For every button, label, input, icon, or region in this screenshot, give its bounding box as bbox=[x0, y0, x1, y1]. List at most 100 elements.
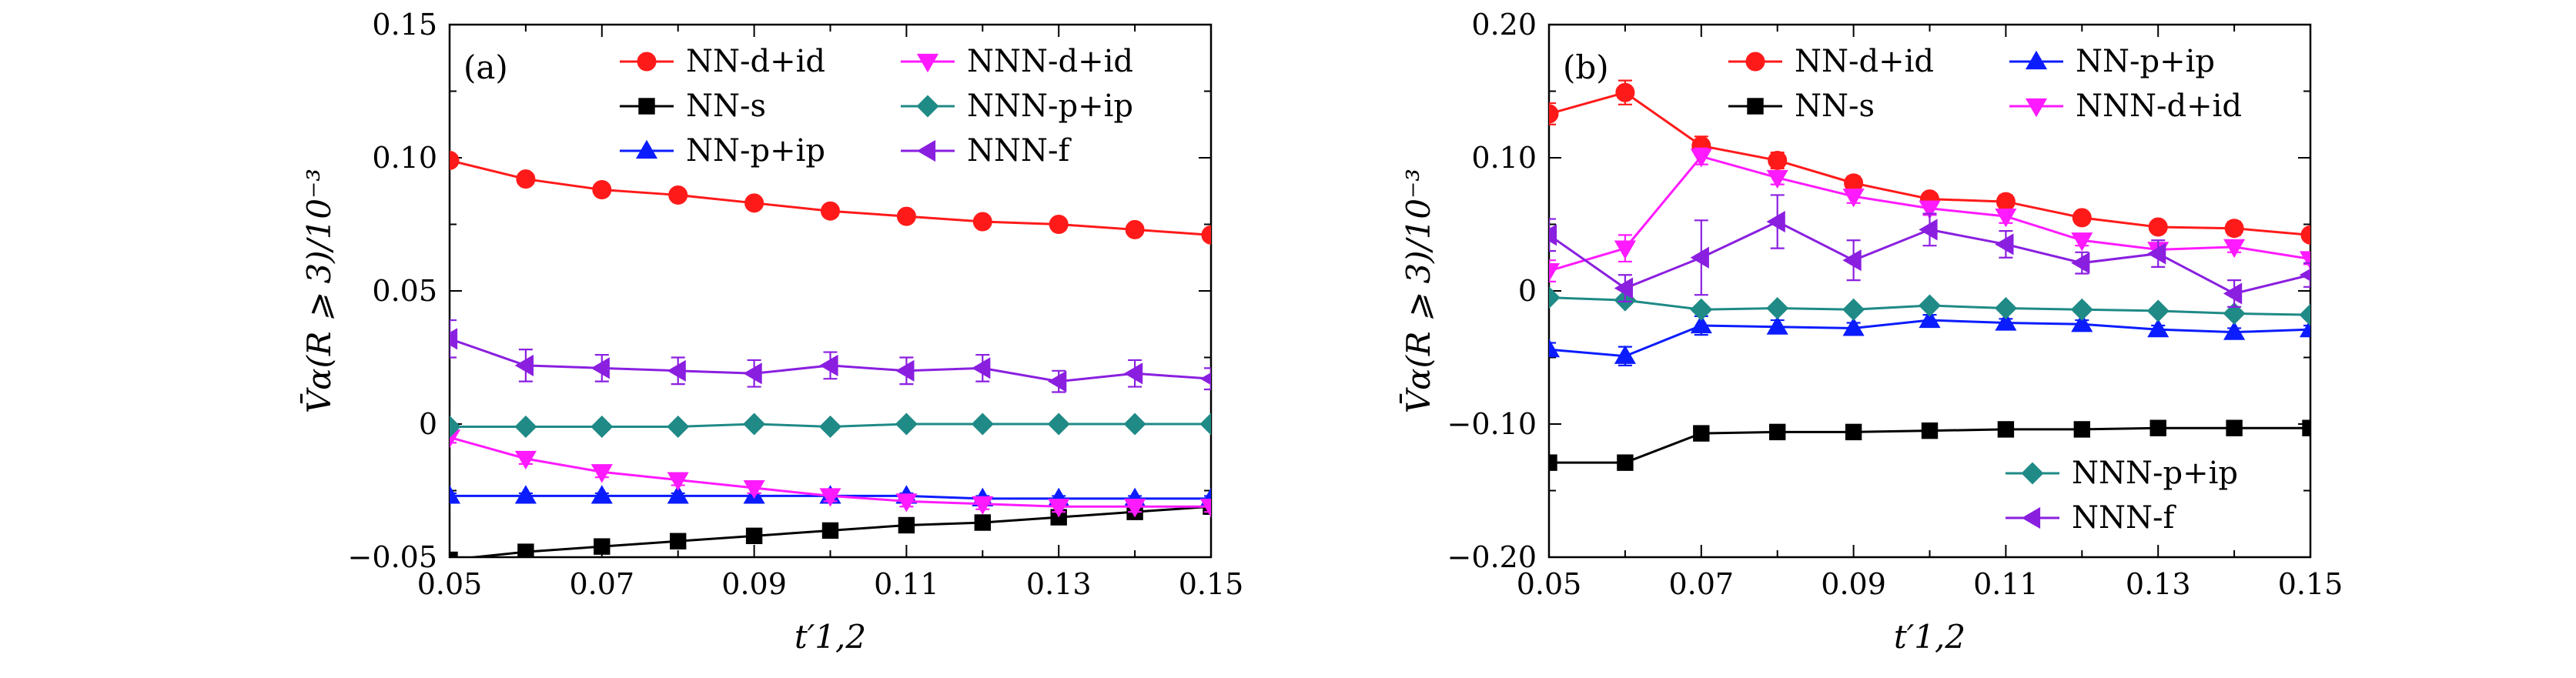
data-point bbox=[1549, 286, 1561, 309]
data-point bbox=[743, 479, 765, 499]
data-point bbox=[1199, 372, 1211, 386]
data-point bbox=[2302, 419, 2310, 436]
legend-label: NNN-f bbox=[2072, 500, 2177, 536]
data-point bbox=[1199, 412, 1211, 436]
y-tick-label: −0.20 bbox=[1447, 540, 1537, 574]
legend-label: NNN-d+id bbox=[2076, 89, 2242, 124]
data-point bbox=[1124, 499, 1146, 518]
series-nnn-f bbox=[1549, 194, 2310, 308]
data-point bbox=[2149, 419, 2166, 436]
data-point bbox=[2299, 318, 2310, 338]
data-point bbox=[2146, 299, 2170, 322]
series-nn-s bbox=[1549, 419, 2310, 471]
data-point bbox=[2223, 282, 2243, 305]
data-point bbox=[1995, 209, 2017, 228]
data-point bbox=[1842, 317, 1865, 336]
data-point bbox=[2070, 298, 2093, 321]
data-point bbox=[668, 185, 688, 205]
data-point bbox=[590, 357, 610, 379]
data-point bbox=[1842, 189, 1865, 208]
panel-label: (a) bbox=[463, 48, 508, 86]
legend-item-nn-d-id: NN-d+id bbox=[620, 44, 825, 79]
x-tick-label: 0.05 bbox=[1517, 567, 1582, 601]
data-point bbox=[1845, 423, 1862, 441]
data-point bbox=[1769, 423, 1786, 441]
data-point bbox=[2148, 217, 2168, 237]
legend-marker bbox=[2025, 98, 2048, 118]
data-point bbox=[1125, 219, 1145, 239]
data-point bbox=[1199, 499, 1211, 518]
data-point bbox=[1049, 215, 1069, 234]
data-point bbox=[1768, 150, 1788, 170]
data-point bbox=[1549, 262, 1561, 282]
y-tick-label: 0.15 bbox=[372, 8, 437, 42]
data-point bbox=[1690, 246, 1709, 269]
data-point bbox=[821, 522, 839, 539]
data-point bbox=[1842, 298, 1865, 321]
data-point bbox=[1995, 312, 2017, 331]
plot-area bbox=[450, 150, 1211, 557]
data-point bbox=[2223, 302, 2246, 325]
plot-area bbox=[1549, 79, 2310, 471]
data-point bbox=[514, 450, 537, 470]
data-point bbox=[1766, 169, 1788, 189]
data-point bbox=[1549, 104, 1559, 124]
data-point bbox=[1614, 345, 1636, 364]
data-point bbox=[1549, 454, 1557, 471]
data-point bbox=[2071, 252, 2090, 274]
data-point bbox=[1919, 309, 1941, 329]
x-tick-label: 0.15 bbox=[1179, 567, 1244, 601]
x-tick-label: 0.09 bbox=[1821, 567, 1886, 601]
data-point bbox=[745, 527, 763, 545]
x-tick-label: 0.11 bbox=[1973, 567, 2039, 601]
legend-marker bbox=[1745, 52, 1765, 72]
series-nnn-f bbox=[450, 319, 1211, 393]
x-tick-label: 0.13 bbox=[1026, 567, 1092, 601]
data-point bbox=[818, 415, 842, 438]
data-point bbox=[592, 180, 612, 200]
data-point bbox=[667, 485, 689, 504]
data-point bbox=[1614, 277, 1633, 299]
legend-label: NNN-p+ip bbox=[967, 89, 1133, 124]
data-point bbox=[2147, 318, 2170, 338]
legend-marker bbox=[916, 139, 936, 162]
legend-item-nnn-d-id: NNN-d+id bbox=[2009, 89, 2242, 124]
legend-label: NNN-f bbox=[967, 133, 1072, 169]
data-point bbox=[974, 514, 991, 531]
data-point bbox=[1919, 200, 1941, 219]
series-line bbox=[450, 159, 1211, 236]
legend-marker bbox=[2021, 506, 2041, 529]
data-point bbox=[744, 193, 764, 213]
data-point bbox=[590, 464, 613, 483]
data-point bbox=[819, 354, 838, 376]
y-tick-label: 0.10 bbox=[1471, 141, 1537, 175]
legend-marker bbox=[1747, 98, 1764, 115]
panel-label: (b) bbox=[1563, 48, 1609, 86]
legend: NN-d+id NNN-d+id NN-s NNN-p+ip NN-p+ip NNN-f bbox=[620, 44, 1133, 169]
data-point bbox=[1994, 296, 2017, 319]
data-point bbox=[895, 493, 918, 513]
data-point bbox=[2071, 232, 2093, 252]
legend-marker bbox=[2025, 50, 2048, 70]
x-tick-label: 0.09 bbox=[721, 567, 787, 601]
x-axis-title: t′1,2 bbox=[795, 618, 866, 656]
data-point bbox=[514, 485, 537, 504]
data-point bbox=[590, 485, 613, 504]
data-point bbox=[2223, 239, 2246, 259]
data-point bbox=[2299, 251, 2310, 270]
legend-label: NNN-d+id bbox=[967, 44, 1133, 79]
legend-marker bbox=[2021, 462, 2044, 485]
x-tick-label: 0.13 bbox=[2126, 567, 2191, 601]
data-point bbox=[2072, 208, 2092, 228]
legend-item-nnn-d-id: NNN-d+id bbox=[901, 44, 1133, 79]
data-point bbox=[450, 328, 458, 350]
data-point bbox=[670, 533, 687, 549]
y-axis-title: V̄α(R ⩾ 3)/10⁻³ bbox=[1398, 169, 1437, 413]
legend-label: NN-d+id bbox=[1795, 44, 1934, 79]
legend-item-nnn-f: NNN-f bbox=[901, 133, 1072, 169]
legend-label: NN-p+ip bbox=[2076, 44, 2215, 79]
legend-item-nn-s: NN-s bbox=[1728, 89, 1875, 124]
x-axis-title: t′1,2 bbox=[1894, 618, 1965, 656]
series-nnn-p-ip bbox=[1549, 286, 2310, 326]
